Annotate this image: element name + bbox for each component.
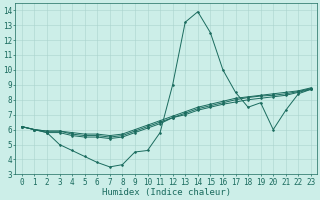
X-axis label: Humidex (Indice chaleur): Humidex (Indice chaleur) bbox=[102, 188, 231, 197]
